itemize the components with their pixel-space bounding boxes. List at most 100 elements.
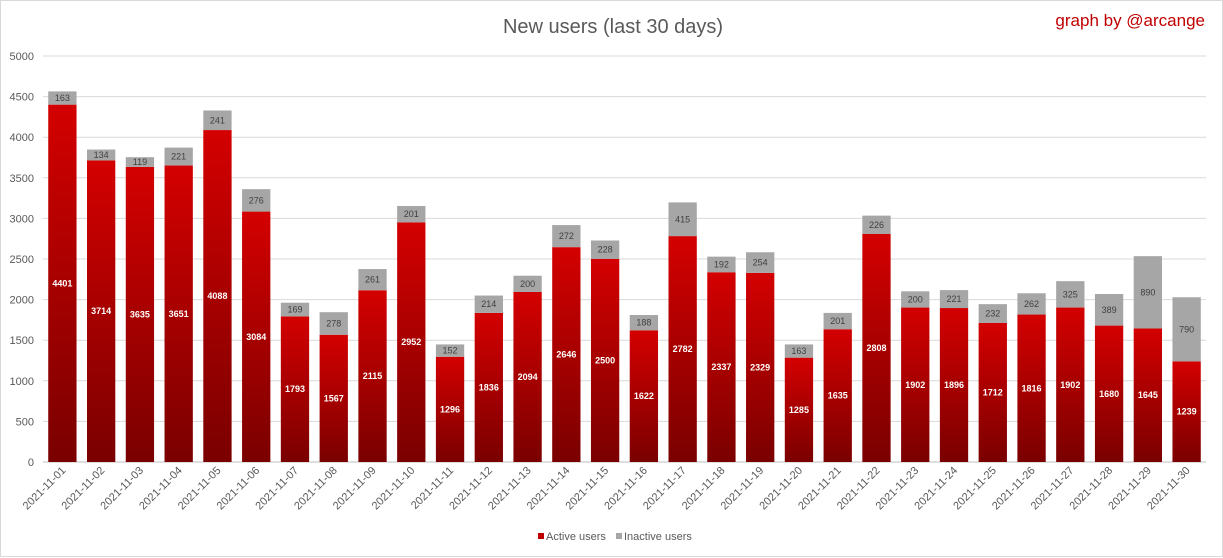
inactive-value-label: 254 [753, 258, 768, 268]
bar-inactive-users [552, 225, 581, 248]
y-tick-label: 1500 [10, 335, 34, 347]
inactive-value-label: 261 [365, 275, 380, 285]
active-value-label: 2337 [711, 362, 731, 372]
inactive-value-label: 200 [520, 279, 535, 289]
legend-swatch [616, 533, 622, 539]
gridlines [43, 55, 1206, 463]
inactive-value-label: 415 [675, 214, 690, 224]
bar-active-users [474, 312, 503, 462]
bar-active-users [823, 329, 852, 462]
bar-active-users [203, 130, 232, 463]
active-value-label: 3714 [91, 306, 111, 316]
inactive-value-label: 890 [1140, 287, 1155, 297]
active-value-label: 1902 [1060, 380, 1080, 390]
y-tick-label: 4500 [10, 92, 34, 104]
active-value-label: 1567 [324, 393, 344, 403]
active-value-label: 1816 [1022, 383, 1042, 393]
y-tick-label: 4000 [10, 132, 34, 144]
bar-active-users [978, 322, 1007, 462]
bar-active-users [1094, 325, 1124, 462]
inactive-value-label: 325 [1063, 289, 1078, 299]
y-tick-label: 1000 [10, 376, 34, 388]
active-value-label: 2808 [866, 343, 886, 353]
inactive-value-label: 262 [1024, 299, 1039, 309]
inactive-value-label: 226 [869, 220, 884, 230]
bar-inactive-users [784, 344, 814, 358]
bar-inactive-users [1056, 281, 1085, 308]
inactive-value-label: 188 [636, 318, 651, 328]
active-value-label: 3635 [130, 309, 150, 319]
active-value-label: 4088 [207, 291, 227, 301]
inactive-value-label: 232 [985, 309, 1000, 319]
active-value-label: 1836 [479, 382, 499, 392]
y-tick-label: 2000 [10, 295, 34, 307]
bar-inactive-users [1094, 293, 1124, 326]
bar-inactive-users [939, 290, 969, 309]
inactive-value-label: 214 [481, 299, 496, 309]
inactive-value-label: 119 [133, 157, 147, 167]
active-value-label: 2646 [556, 350, 576, 360]
bar-active-users [242, 211, 271, 462]
legend-swatch [538, 533, 544, 539]
inactive-value-label: 201 [404, 209, 419, 219]
active-value-label: 4401 [52, 278, 72, 288]
active-value-label: 3651 [169, 309, 189, 319]
inactive-value-label: 221 [947, 294, 962, 304]
bar-active-users [125, 166, 155, 462]
bar-inactive-users [87, 149, 116, 161]
y-tick-label: 3000 [10, 213, 34, 225]
active-value-label: 1635 [828, 391, 848, 401]
inactive-value-label: 201 [830, 316, 845, 326]
inactive-value-label: 272 [559, 231, 574, 241]
inactive-value-label: 169 [287, 305, 302, 315]
legend-label: Active users [546, 531, 606, 543]
bar-active-users [784, 357, 814, 462]
bar-active-users [435, 356, 465, 462]
y-tick-label: 3500 [10, 173, 34, 185]
legend-label: Inactive users [624, 531, 692, 543]
bars: 4401 163 3714 134 3635 119 3651 221 4088 241 3084 2… [48, 91, 1201, 463]
bar-active-users [164, 165, 193, 462]
bar-inactive-users [513, 275, 542, 292]
bar-active-users [707, 272, 736, 462]
y-tick-label: 5000 [10, 51, 34, 63]
y-tick-label: 0 [28, 457, 34, 469]
inactive-value-label: 221 [171, 152, 186, 162]
active-value-label: 2115 [363, 371, 383, 381]
x-axis-ticks: 2021-11-012021-11-022021-11-032021-11-04… [21, 465, 1193, 513]
legend: Active users Inactive users [538, 531, 692, 543]
active-value-label: 2500 [595, 356, 615, 366]
active-value-label: 1296 [440, 404, 460, 414]
inactive-value-label: 278 [326, 318, 341, 328]
bar-inactive-users [862, 215, 891, 234]
inactive-value-label: 163 [791, 346, 806, 356]
bar-active-users [1172, 361, 1201, 462]
bar-active-users [862, 233, 891, 462]
inactive-value-label: 228 [598, 245, 613, 255]
active-value-label: 1896 [944, 380, 964, 390]
bar-inactive-users [590, 240, 620, 259]
bar-inactive-users [203, 110, 232, 131]
active-value-label: 3084 [246, 332, 266, 342]
bar-inactive-users [242, 189, 271, 212]
active-value-label: 2782 [673, 344, 693, 354]
bar-inactive-users [1133, 256, 1162, 329]
bar-inactive-users [358, 269, 387, 291]
bar-active-users [48, 104, 77, 463]
bar-active-users [668, 236, 697, 462]
bar-active-users [513, 291, 542, 462]
bar-inactive-users [746, 252, 775, 273]
bar-active-users [358, 290, 387, 462]
active-value-label: 1645 [1138, 390, 1158, 400]
active-value-label: 1680 [1099, 389, 1119, 399]
bar-inactive-users [823, 312, 852, 330]
inactive-value-label: 134 [94, 150, 109, 160]
bar-inactive-users [397, 205, 426, 223]
bar-inactive-users [629, 315, 659, 331]
bar-active-users [552, 247, 581, 462]
inactive-value-label: 241 [210, 115, 225, 125]
chart-title: New users (last 30 days) [503, 16, 723, 38]
inactive-value-label: 389 [1102, 305, 1117, 315]
bar-inactive-users [1172, 297, 1201, 362]
